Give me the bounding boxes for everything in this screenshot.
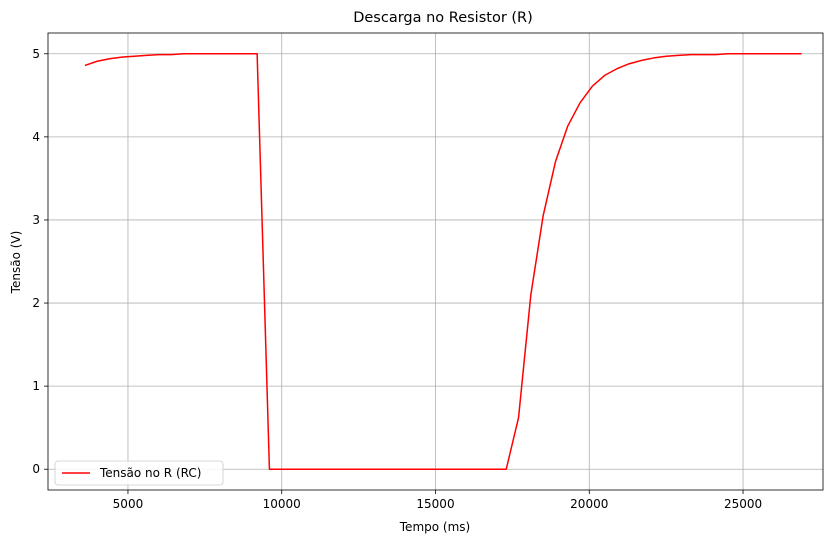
legend-label: Tensão no R (RC) bbox=[99, 466, 201, 480]
x-tick-label: 20000 bbox=[570, 497, 608, 511]
x-tick-label: 15000 bbox=[416, 497, 454, 511]
y-tick-label: 2 bbox=[32, 296, 40, 310]
x-tick-label: 5000 bbox=[113, 497, 144, 511]
y-tick-label: 5 bbox=[32, 47, 40, 61]
chart-title: Descarga no Resistor (R) bbox=[353, 10, 533, 26]
x-tick-label: 10000 bbox=[263, 497, 301, 511]
x-tick-label: 25000 bbox=[724, 497, 762, 511]
legend-box bbox=[54, 460, 224, 486]
y-axis-label: Tensão (V) bbox=[9, 231, 23, 295]
x-axis-ticks: 5000 10000 15000 20000 25000 bbox=[113, 490, 762, 511]
y-tick-label: 4 bbox=[32, 130, 40, 144]
legend: Tensão no R (RC) bbox=[54, 460, 224, 486]
x-axis-label: Tempo (ms) bbox=[399, 520, 470, 534]
y-axis-ticks: 0 1 2 3 4 5 bbox=[32, 47, 48, 476]
y-tick-label: 3 bbox=[32, 213, 40, 227]
plot-frame bbox=[47, 32, 824, 491]
y-tick-label: 0 bbox=[32, 462, 40, 476]
y-tick-label: 1 bbox=[32, 379, 40, 393]
grid bbox=[48, 33, 823, 490]
series-line-tensao-no-r bbox=[84, 53, 802, 470]
